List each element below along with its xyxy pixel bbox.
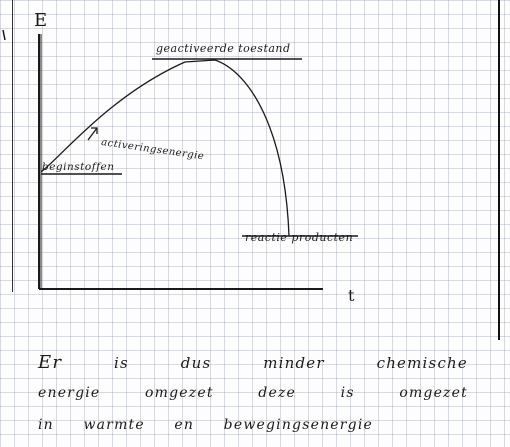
reactants-label: beginstoffen	[42, 161, 115, 173]
y-axis-label: E	[34, 10, 48, 31]
page-margin-line	[12, 0, 13, 292]
margin-tick	[2, 29, 6, 41]
reaction-curve	[40, 59, 290, 237]
note-word: bewegingsenergie	[223, 417, 373, 433]
note-word: minder	[263, 354, 325, 372]
note-line-1: Er is dus minder chemische	[38, 352, 468, 373]
note-word: is	[114, 354, 129, 372]
note-word: energie	[38, 385, 101, 401]
activation-arrow-head	[91, 127, 98, 134]
page-edge-line	[498, 0, 500, 340]
note-word: Er	[38, 352, 63, 373]
note-word: is	[340, 385, 355, 401]
note-word: en	[174, 417, 195, 433]
note-word: dus	[180, 354, 212, 372]
note-word: deze	[258, 385, 297, 401]
peak-label: geactiveerde toestand	[156, 42, 291, 55]
note-line-3: in warmte en bewegingsenergie	[38, 417, 373, 433]
note-word: chemische	[376, 354, 468, 372]
note-word: in	[38, 417, 54, 433]
activation-arrow-line	[87, 127, 98, 141]
note-word: omgezet	[145, 385, 214, 401]
note-word: warmte	[83, 417, 145, 433]
products-label: reactie producten	[245, 231, 354, 244]
x-axis-label: t	[348, 286, 355, 305]
note-line-2: energie omgezet deze is omgezet	[38, 385, 468, 401]
note-word: omgezet	[399, 385, 468, 401]
